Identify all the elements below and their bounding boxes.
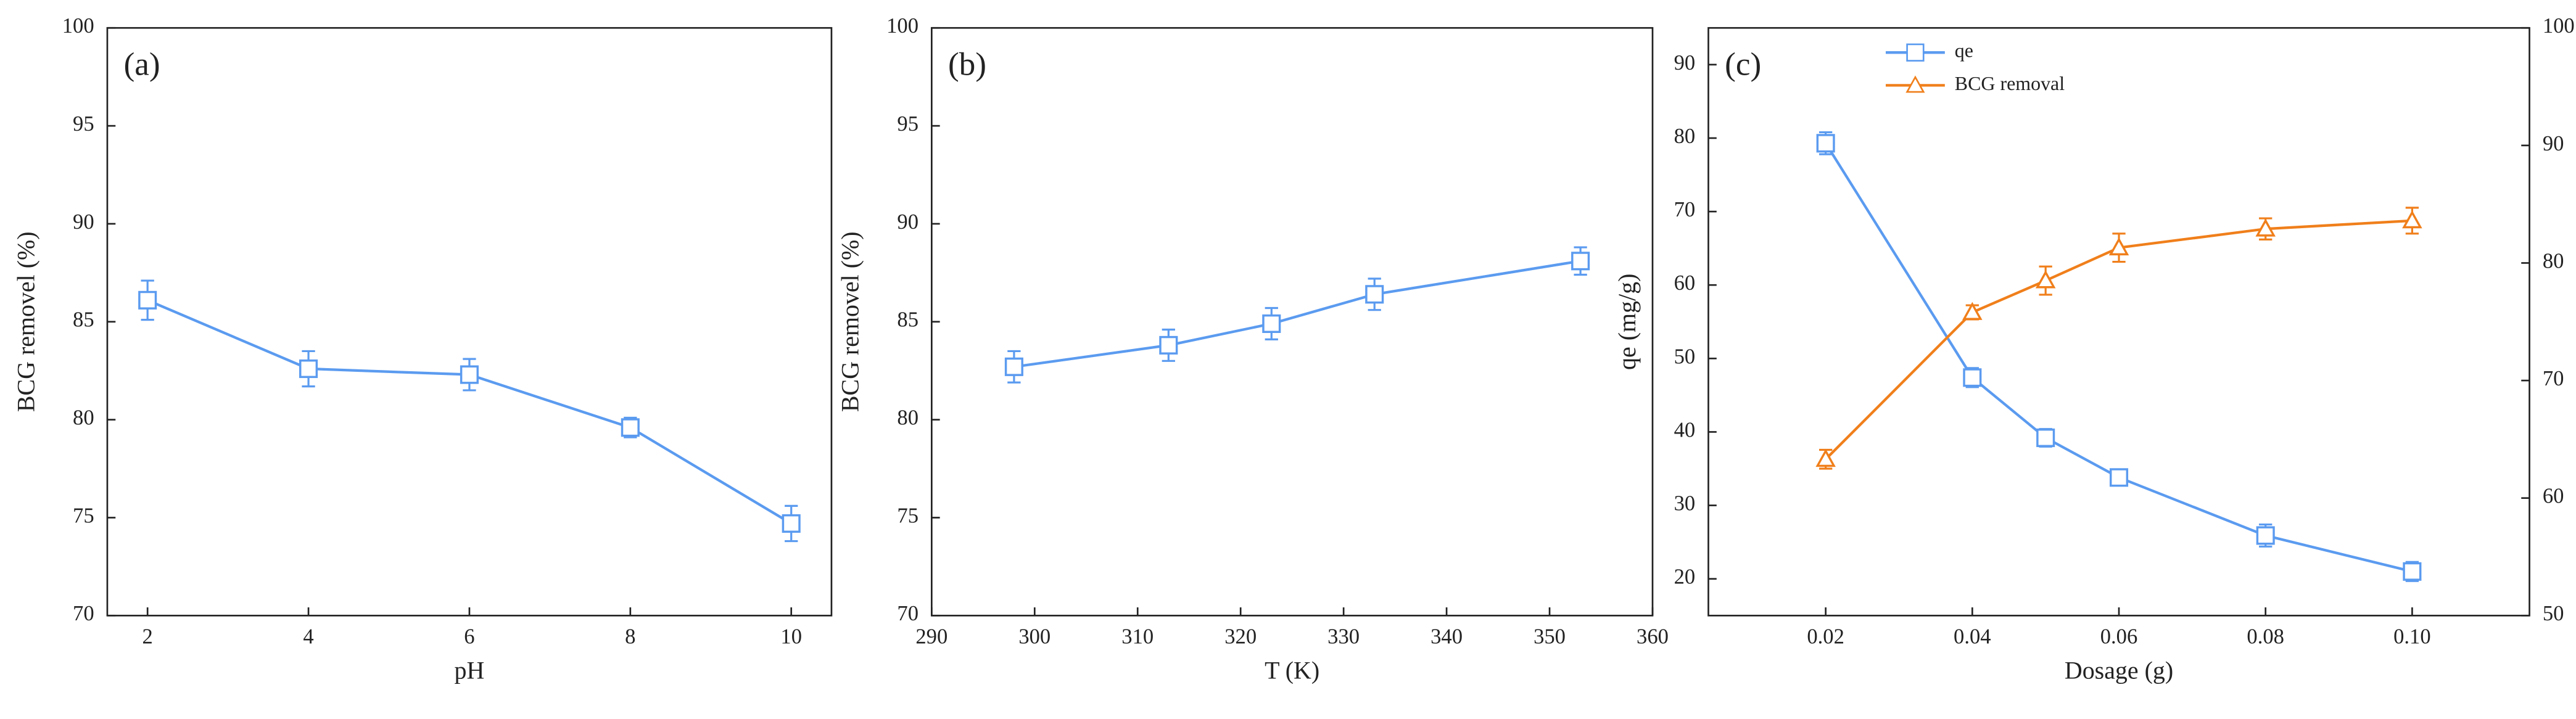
- y-tick-label: 40: [1674, 418, 1696, 442]
- marker: [2108, 237, 2129, 256]
- marker: [1365, 285, 1384, 304]
- y-tick-label: 100: [62, 14, 94, 38]
- marker: [1963, 368, 1982, 387]
- x-axis-label: Dosage (g): [2065, 657, 2173, 684]
- x-tick-label: 0.02: [1807, 625, 1844, 648]
- y-tick-label: 85: [73, 308, 94, 332]
- x-tick-label: 10: [780, 625, 802, 648]
- legend-label: qe: [1955, 40, 1973, 62]
- x-tick-label: 2: [142, 625, 153, 648]
- series-line: [1825, 219, 2413, 461]
- y-tick-label: 95: [73, 112, 94, 136]
- x-tick-label: 310: [1121, 625, 1154, 648]
- y-tick-label: 80: [1674, 125, 1696, 148]
- marker: [2109, 468, 2129, 487]
- x-axis-label: T (K): [1265, 657, 1319, 684]
- y-axis-label: BCG removel (%): [12, 231, 39, 412]
- y-tick-label: 100: [886, 14, 919, 38]
- x-tick-label: 0.06: [2100, 625, 2138, 648]
- marker: [2403, 562, 2422, 581]
- y-tick-label: 80: [897, 406, 919, 430]
- y2-tick-label: 100: [2543, 14, 2575, 38]
- x-tick-label: 360: [1637, 625, 1669, 648]
- y-axis-label: qe (mg/g): [1613, 274, 1641, 370]
- y-tick-label: 75: [73, 504, 94, 527]
- series-line: [1013, 260, 1581, 368]
- y2-tick-label: 60: [2543, 485, 2564, 508]
- marker: [2035, 270, 2056, 289]
- y2-tick-label: 90: [2543, 132, 2564, 155]
- x-tick-label: 4: [303, 625, 313, 648]
- y-tick-label: 90: [1674, 51, 1696, 75]
- x-axis-label: pH: [455, 657, 485, 684]
- marker: [1159, 335, 1178, 355]
- y-tick-label: 70: [1674, 198, 1696, 221]
- x-tick-label: 290: [915, 625, 947, 648]
- y-tick-label: 90: [897, 210, 919, 234]
- marker: [460, 365, 479, 384]
- legend-marker: [1906, 43, 1925, 62]
- series-line: [147, 298, 792, 525]
- marker: [299, 359, 318, 379]
- y-tick-label: 70: [73, 602, 94, 625]
- marker: [2036, 428, 2055, 448]
- x-tick-label: 6: [464, 625, 474, 648]
- y2-tick-label: 80: [2543, 249, 2564, 273]
- panel-label: (c): [1725, 46, 1761, 82]
- y-tick-label: 60: [1674, 271, 1696, 295]
- marker: [2256, 526, 2275, 545]
- panel-label: (b): [948, 46, 986, 82]
- y2-tick-label: 50: [2543, 602, 2564, 625]
- y-tick-label: 80: [73, 406, 94, 430]
- marker: [2402, 210, 2422, 229]
- y-tick-label: 20: [1674, 565, 1696, 589]
- marker: [1262, 314, 1281, 333]
- x-tick-label: 0.10: [2393, 625, 2431, 648]
- plot-frame: [930, 27, 1654, 617]
- marker: [1816, 134, 1835, 153]
- marker: [2255, 218, 2276, 237]
- y2-tick-label: 70: [2543, 367, 2564, 390]
- x-tick-label: 340: [1430, 625, 1463, 648]
- x-tick-label: 350: [1534, 625, 1566, 648]
- y-tick-label: 50: [1674, 345, 1696, 368]
- y-tick-label: 30: [1674, 492, 1696, 516]
- y-tick-label: 75: [897, 504, 919, 527]
- marker: [1004, 357, 1023, 376]
- marker: [1571, 252, 1590, 271]
- x-tick-label: 0.08: [2247, 625, 2284, 648]
- x-tick-label: 320: [1224, 625, 1257, 648]
- series-line: [1824, 142, 2413, 573]
- marker: [1815, 448, 1836, 467]
- y-tick-label: 95: [897, 112, 919, 136]
- y-tick-label: 85: [897, 308, 919, 332]
- legend-label: BCG removal: [1955, 73, 2065, 94]
- marker: [782, 514, 801, 533]
- y-tick-label: 90: [73, 210, 94, 234]
- marker: [138, 290, 157, 310]
- x-tick-label: 300: [1018, 625, 1051, 648]
- legend-marker: [1905, 75, 1925, 93]
- plot-frame: [1707, 27, 2530, 617]
- panel-label: (a): [124, 46, 160, 82]
- x-tick-label: 330: [1327, 625, 1360, 648]
- y-tick-label: 70: [897, 602, 919, 625]
- marker: [1962, 302, 1983, 320]
- x-tick-label: 8: [625, 625, 635, 648]
- x-tick-label: 0.04: [1954, 625, 1991, 648]
- y-axis-label: BCG removel (%): [836, 231, 864, 412]
- marker: [621, 418, 640, 437]
- plot-frame: [106, 27, 833, 617]
